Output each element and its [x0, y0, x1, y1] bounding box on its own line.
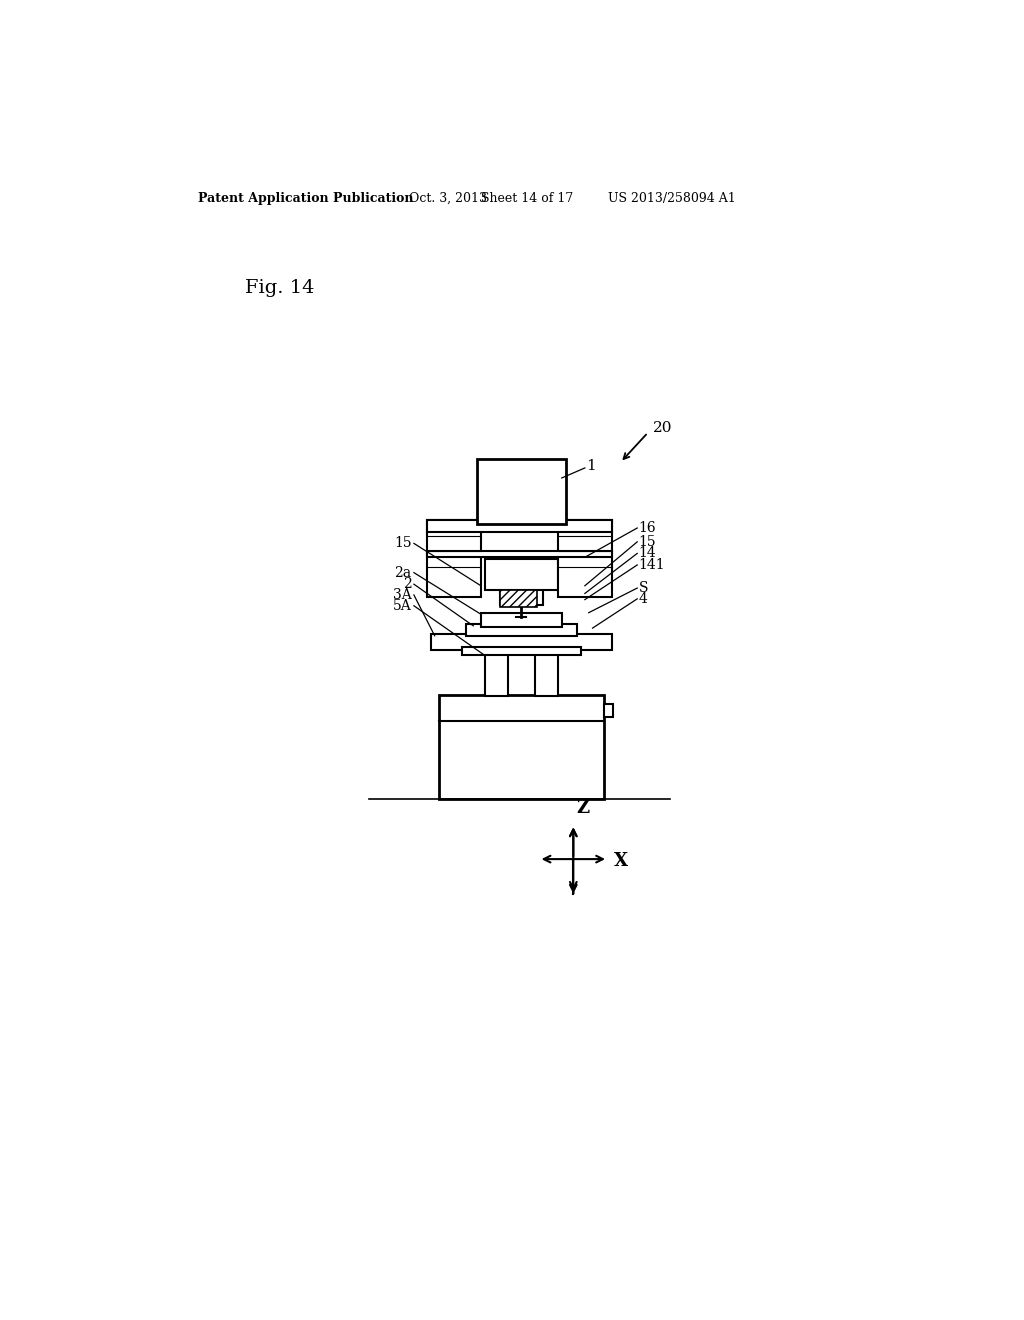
Bar — [604, 704, 613, 718]
Text: 2: 2 — [402, 577, 412, 591]
Text: 4: 4 — [639, 591, 647, 606]
Text: Patent Application Publication: Patent Application Publication — [199, 191, 414, 205]
Text: 15: 15 — [394, 536, 412, 550]
Bar — [466, 624, 578, 636]
Text: Z: Z — [577, 799, 590, 817]
Bar — [427, 520, 481, 597]
Text: 14: 14 — [639, 546, 656, 561]
Bar — [484, 653, 508, 696]
Text: Oct. 3, 2013: Oct. 3, 2013 — [410, 191, 487, 205]
Bar — [481, 612, 562, 627]
Bar — [431, 635, 611, 649]
Text: 16: 16 — [639, 521, 656, 535]
Bar — [462, 647, 581, 655]
Bar — [535, 653, 558, 696]
Text: 5A: 5A — [393, 599, 412, 612]
Bar — [438, 696, 604, 799]
Bar — [500, 590, 538, 607]
Bar — [558, 520, 611, 597]
Text: Fig. 14: Fig. 14 — [245, 279, 314, 297]
Text: 20: 20 — [652, 421, 672, 434]
Text: 1: 1 — [587, 459, 596, 474]
Text: S: S — [639, 581, 648, 595]
Text: Sheet 14 of 17: Sheet 14 of 17 — [481, 191, 573, 205]
Bar — [477, 459, 565, 524]
Text: 2a: 2a — [394, 566, 412, 579]
Text: US 2013/258094 A1: US 2013/258094 A1 — [608, 191, 735, 205]
Text: 15: 15 — [639, 535, 656, 549]
Bar — [427, 520, 611, 532]
Bar — [427, 552, 611, 557]
Bar — [484, 558, 558, 590]
Text: 3A: 3A — [393, 587, 412, 602]
Text: 141: 141 — [639, 558, 666, 572]
Text: X: X — [614, 851, 629, 870]
Bar — [500, 586, 543, 605]
